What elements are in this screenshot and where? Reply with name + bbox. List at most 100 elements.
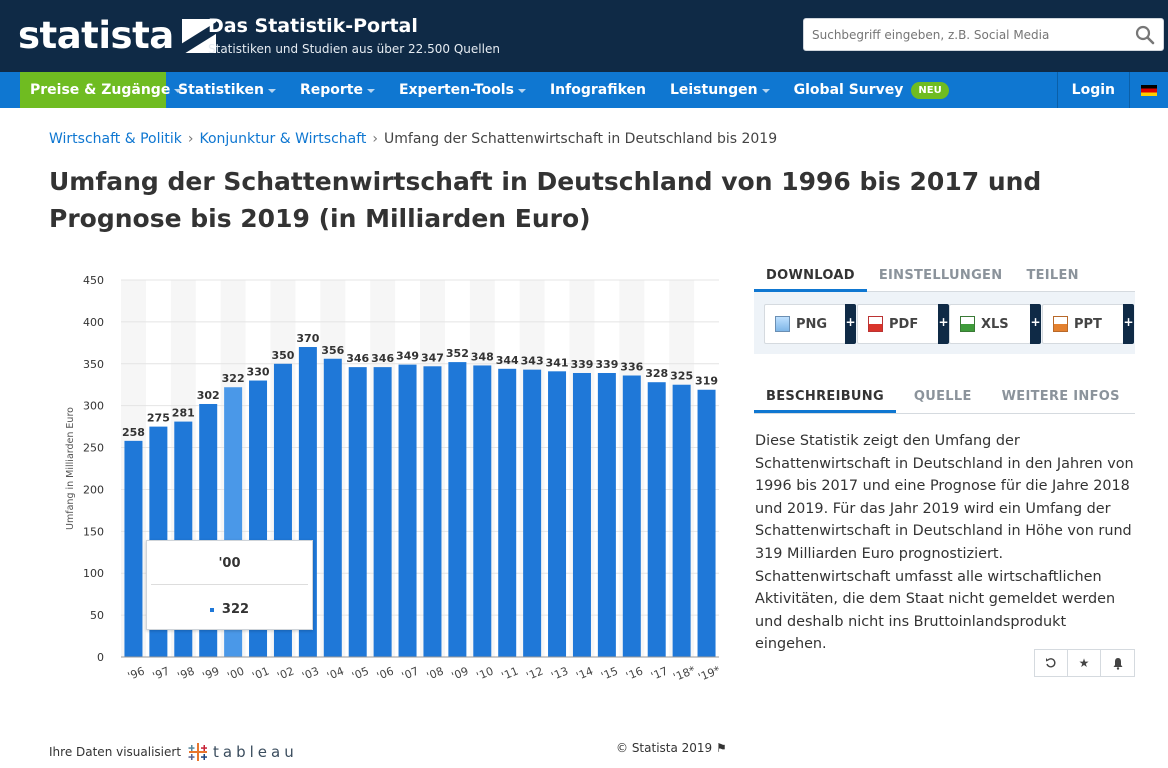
download-panel: PNG + PDF + XLS + PPT + <box>754 292 1135 354</box>
plus-icon[interactable]: + <box>1123 304 1134 344</box>
download-tabs: DOWNLOAD EINSTELLUNGEN TEILEN <box>754 262 1135 292</box>
data-label: 339 <box>595 358 618 371</box>
x-tick-label: '14 <box>574 665 595 683</box>
breadcrumb: Wirtschaft & Politik › Konjunktur & Wirtsc… <box>49 131 777 147</box>
download-png-button[interactable]: PNG + <box>764 304 856 344</box>
plus-icon[interactable]: + <box>845 304 856 344</box>
chevron-down-icon <box>761 89 770 93</box>
x-tick-label: '08 <box>425 665 446 683</box>
x-tick-label: '16 <box>624 665 645 683</box>
bar <box>124 440 143 657</box>
x-tick-label: '98 <box>176 665 197 683</box>
tab-beschreibung[interactable]: BESCHREIBUNG <box>754 383 896 413</box>
search-input[interactable] <box>804 19 1124 50</box>
x-tick-label: '09 <box>450 665 471 683</box>
x-tick-label: '03 <box>300 665 321 683</box>
data-label: 275 <box>147 412 170 425</box>
breadcrumb-current: Umfang der Schattenwirtschaft in Deutsch… <box>384 131 778 147</box>
data-label: 356 <box>321 344 344 357</box>
tooltip-value-row: 322 <box>147 585 312 617</box>
y-tick-label: 300 <box>83 400 104 413</box>
nav-label: Reporte <box>299 82 363 98</box>
nav-reporte[interactable]: Reporte <box>288 72 387 108</box>
download-ppt-button[interactable]: PPT + <box>1042 304 1134 344</box>
history-icon[interactable] <box>1035 650 1068 676</box>
png-file-icon <box>775 316 790 332</box>
data-label: 344 <box>496 354 519 367</box>
data-label: 258 <box>122 426 145 439</box>
data-label: 350 <box>271 349 294 362</box>
plus-icon[interactable]: + <box>938 304 949 344</box>
y-tick-label: 100 <box>83 567 104 580</box>
language-flag-icon[interactable] <box>1130 72 1168 108</box>
logo-mark-icon <box>181 18 216 53</box>
data-label: 346 <box>371 352 394 365</box>
german-flag-icon <box>1141 84 1157 96</box>
nav-label: Statistiken <box>178 82 264 98</box>
x-tick-label: '97 <box>151 665 172 683</box>
x-tick-label: '17 <box>649 665 670 683</box>
nav-experten-tools[interactable]: Experten-Tools <box>387 72 538 108</box>
data-label: 343 <box>521 355 544 368</box>
x-tick-label: '19* <box>696 663 722 684</box>
bar <box>323 358 342 657</box>
tab-quelle[interactable]: QUELLE <box>913 389 972 404</box>
nav-infografiken[interactable]: Infografiken <box>538 72 658 108</box>
nav-label: Infografiken <box>549 82 646 98</box>
x-tick-label: '13 <box>549 665 570 683</box>
breadcrumb-link-konjunktur[interactable]: Konjunktur & Wirtschaft <box>199 131 367 147</box>
y-tick-label: 250 <box>83 442 104 455</box>
nav-statistiken[interactable]: Statistiken <box>166 72 288 108</box>
tableau-plus-icon <box>188 743 208 761</box>
bar <box>697 389 716 657</box>
nav-label: Global Survey <box>793 82 904 98</box>
download-label: PNG <box>796 316 828 332</box>
breadcrumb-link-wirtschaft[interactable]: Wirtschaft & Politik <box>49 131 182 147</box>
download-pdf-button[interactable]: PDF + <box>857 304 949 344</box>
history-svg-icon <box>1046 658 1056 668</box>
data-label: 330 <box>247 366 270 379</box>
statistic-description: Diese Statistik zeigt den Umfang der Sch… <box>755 433 1134 653</box>
login-button[interactable]: Login <box>1056 72 1130 108</box>
bar <box>597 372 616 657</box>
bar <box>423 366 442 657</box>
y-tick-label: 350 <box>83 358 104 371</box>
flag-icon: ⚑ <box>716 741 727 755</box>
copyright[interactable]: © Statista 2019 ⚑ <box>616 741 727 755</box>
y-axis-label: Umfang in Milliarden Euro <box>65 407 76 530</box>
notification-bell-icon[interactable] <box>1101 650 1134 676</box>
statista-logo[interactable]: statista <box>18 14 216 57</box>
search-icon[interactable] <box>1135 25 1155 45</box>
y-tick-label: 0 <box>97 651 104 664</box>
nav-preise[interactable]: Preise & Zugänge <box>20 72 183 108</box>
x-tick-label: '00 <box>225 665 246 683</box>
favorite-star-icon[interactable]: ★ <box>1068 650 1101 676</box>
x-tick-label: '04 <box>325 665 346 683</box>
download-xls-button[interactable]: XLS + <box>949 304 1041 344</box>
page-title: Umfang der Schattenwirtschaft in Deutsch… <box>49 167 1042 233</box>
x-tick-label: '99 <box>201 665 222 683</box>
nav-global-survey[interactable]: Global Survey NEU <box>782 72 961 108</box>
x-tick-label: '18* <box>671 663 697 684</box>
download-label: PDF <box>889 316 919 332</box>
portal-heading: Das Statistik-Portal Statistiken und Stu… <box>208 15 500 56</box>
tab-teilen[interactable]: TEILEN <box>1026 268 1079 283</box>
data-label: 281 <box>172 407 195 420</box>
bar <box>473 365 492 657</box>
bar <box>647 382 666 657</box>
plus-icon[interactable]: + <box>1030 304 1041 344</box>
tab-weitere-infos[interactable]: WEITERE INFOS <box>1001 389 1120 404</box>
tab-download[interactable]: DOWNLOAD <box>754 262 867 292</box>
tab-einstellungen[interactable]: EINSTELLUNGEN <box>878 268 1003 283</box>
chart-tooltip: '00 322 <box>146 540 313 630</box>
tableau-logo[interactable]: tableau <box>187 741 298 763</box>
x-tick-label: '11 <box>500 665 521 683</box>
neu-badge: NEU <box>911 81 949 99</box>
data-label: 328 <box>645 367 668 380</box>
nav-leistungen[interactable]: Leistungen <box>658 72 782 108</box>
portal-subtitle: Statistiken und Studien aus über 22.500 … <box>208 42 500 56</box>
x-tick-label: '10 <box>475 665 496 683</box>
bar <box>572 372 591 657</box>
x-tick-label: '06 <box>375 665 396 683</box>
bar-chart[interactable]: 0 50 100 150 200 250 300 350 400 450 Umfang in Mil… <box>49 258 739 698</box>
